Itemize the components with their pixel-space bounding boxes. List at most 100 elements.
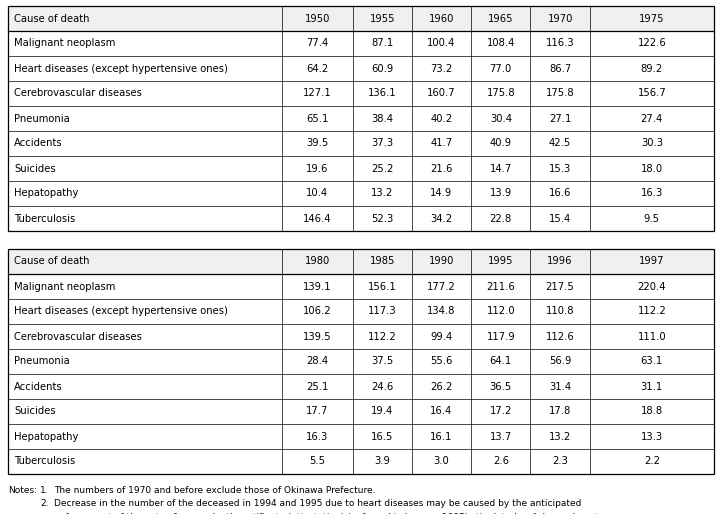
Text: 26.2: 26.2 bbox=[430, 381, 453, 392]
Text: Hepatopathy: Hepatopathy bbox=[14, 189, 79, 198]
Text: 55.6: 55.6 bbox=[430, 357, 453, 366]
Text: Accidents: Accidents bbox=[14, 138, 63, 149]
Text: 27.4: 27.4 bbox=[640, 114, 663, 123]
Text: 63.1: 63.1 bbox=[640, 357, 663, 366]
Text: 31.1: 31.1 bbox=[640, 381, 663, 392]
Text: 18.8: 18.8 bbox=[641, 407, 663, 416]
Text: 40.2: 40.2 bbox=[430, 114, 453, 123]
Text: 100.4: 100.4 bbox=[427, 39, 456, 48]
Text: 1955: 1955 bbox=[370, 13, 395, 24]
Text: 156.7: 156.7 bbox=[638, 88, 666, 99]
Text: 24.6: 24.6 bbox=[371, 381, 393, 392]
Text: 37.5: 37.5 bbox=[371, 357, 393, 366]
Text: 1.: 1. bbox=[40, 486, 48, 495]
Text: 211.6: 211.6 bbox=[487, 282, 516, 291]
Text: 1980: 1980 bbox=[305, 256, 330, 266]
Text: 1996: 1996 bbox=[547, 256, 573, 266]
Text: Pneumonia: Pneumonia bbox=[14, 114, 70, 123]
Text: 15.4: 15.4 bbox=[549, 213, 571, 224]
Text: 28.4: 28.4 bbox=[306, 357, 329, 366]
Text: 16.1: 16.1 bbox=[430, 431, 453, 442]
Text: 2.3: 2.3 bbox=[552, 456, 568, 467]
Text: 175.8: 175.8 bbox=[546, 88, 575, 99]
Text: 56.9: 56.9 bbox=[549, 357, 571, 366]
Text: 127.1: 127.1 bbox=[303, 88, 331, 99]
Text: 2.: 2. bbox=[40, 500, 48, 508]
Text: 156.1: 156.1 bbox=[367, 282, 396, 291]
Text: 134.8: 134.8 bbox=[427, 306, 456, 317]
Text: 99.4: 99.4 bbox=[430, 332, 453, 341]
Text: Pneumonia: Pneumonia bbox=[14, 357, 70, 366]
Text: 106.2: 106.2 bbox=[303, 306, 331, 317]
Text: 42.5: 42.5 bbox=[549, 138, 571, 149]
Text: 13.7: 13.7 bbox=[490, 431, 512, 442]
Text: 1970: 1970 bbox=[547, 13, 573, 24]
Text: 31.4: 31.4 bbox=[549, 381, 571, 392]
Text: 1985: 1985 bbox=[370, 256, 395, 266]
Text: 136.1: 136.1 bbox=[368, 88, 396, 99]
Text: 160.7: 160.7 bbox=[427, 88, 456, 99]
Text: 10.4: 10.4 bbox=[306, 189, 329, 198]
Text: 89.2: 89.2 bbox=[640, 64, 663, 74]
Text: 139.5: 139.5 bbox=[303, 332, 331, 341]
Text: 1965: 1965 bbox=[488, 13, 513, 24]
Text: 1995: 1995 bbox=[488, 256, 513, 266]
Text: 37.3: 37.3 bbox=[371, 138, 393, 149]
Text: 30.3: 30.3 bbox=[641, 138, 663, 149]
Text: enforcement of the note of a new death certificate (attestation) (enforced in Ja: enforcement of the note of a new death c… bbox=[54, 513, 599, 514]
Text: 177.2: 177.2 bbox=[427, 282, 456, 291]
Text: 117.3: 117.3 bbox=[368, 306, 396, 317]
Text: 15.3: 15.3 bbox=[549, 163, 571, 174]
Text: 1997: 1997 bbox=[639, 256, 665, 266]
Text: 86.7: 86.7 bbox=[549, 64, 571, 74]
Text: 122.6: 122.6 bbox=[638, 39, 666, 48]
Text: Heart diseases (except hypertensive ones): Heart diseases (except hypertensive ones… bbox=[14, 306, 228, 317]
Text: 111.0: 111.0 bbox=[638, 332, 666, 341]
Text: 17.7: 17.7 bbox=[306, 407, 329, 416]
Text: 64.1: 64.1 bbox=[490, 357, 512, 366]
Text: Suicides: Suicides bbox=[14, 407, 56, 416]
Text: 1950: 1950 bbox=[305, 13, 330, 24]
Text: 110.8: 110.8 bbox=[546, 306, 574, 317]
Text: 112.6: 112.6 bbox=[546, 332, 575, 341]
Text: 19.4: 19.4 bbox=[371, 407, 393, 416]
Text: Malignant neoplasm: Malignant neoplasm bbox=[14, 39, 116, 48]
Text: 108.4: 108.4 bbox=[487, 39, 515, 48]
Text: 41.7: 41.7 bbox=[430, 138, 453, 149]
Bar bbox=[8, 249, 714, 474]
Text: Cerebrovascular diseases: Cerebrovascular diseases bbox=[14, 332, 142, 341]
Text: 13.2: 13.2 bbox=[549, 431, 571, 442]
Text: 16.5: 16.5 bbox=[371, 431, 393, 442]
Text: 64.2: 64.2 bbox=[306, 64, 329, 74]
Text: 1960: 1960 bbox=[429, 13, 454, 24]
Text: Notes:: Notes: bbox=[8, 486, 37, 495]
Text: 2.6: 2.6 bbox=[493, 456, 509, 467]
Text: Cause of death: Cause of death bbox=[14, 13, 90, 24]
Text: 175.8: 175.8 bbox=[487, 88, 515, 99]
Text: 60.9: 60.9 bbox=[371, 64, 393, 74]
Text: 3.9: 3.9 bbox=[374, 456, 390, 467]
Text: 3.0: 3.0 bbox=[434, 456, 449, 467]
Text: 13.9: 13.9 bbox=[490, 189, 512, 198]
Text: 34.2: 34.2 bbox=[430, 213, 453, 224]
Text: 13.2: 13.2 bbox=[371, 189, 393, 198]
Text: 139.1: 139.1 bbox=[303, 282, 331, 291]
Bar bbox=[8, 6, 714, 231]
Text: 25.2: 25.2 bbox=[371, 163, 393, 174]
Text: 17.2: 17.2 bbox=[490, 407, 512, 416]
Text: The numbers of 1970 and before exclude those of Okinawa Prefecture.: The numbers of 1970 and before exclude t… bbox=[54, 486, 375, 495]
Text: 112.2: 112.2 bbox=[367, 332, 396, 341]
Text: 112.0: 112.0 bbox=[487, 306, 515, 317]
Text: Suicides: Suicides bbox=[14, 163, 56, 174]
Text: 9.5: 9.5 bbox=[644, 213, 660, 224]
Text: 2.2: 2.2 bbox=[644, 456, 660, 467]
Text: 1975: 1975 bbox=[639, 13, 665, 24]
Text: 65.1: 65.1 bbox=[306, 114, 329, 123]
Text: Malignant neoplasm: Malignant neoplasm bbox=[14, 282, 116, 291]
Text: 40.9: 40.9 bbox=[490, 138, 512, 149]
Text: 73.2: 73.2 bbox=[430, 64, 453, 74]
Text: 21.6: 21.6 bbox=[430, 163, 453, 174]
Text: 87.1: 87.1 bbox=[371, 39, 393, 48]
Text: Heart diseases (except hypertensive ones): Heart diseases (except hypertensive ones… bbox=[14, 64, 228, 74]
Text: 116.3: 116.3 bbox=[546, 39, 575, 48]
